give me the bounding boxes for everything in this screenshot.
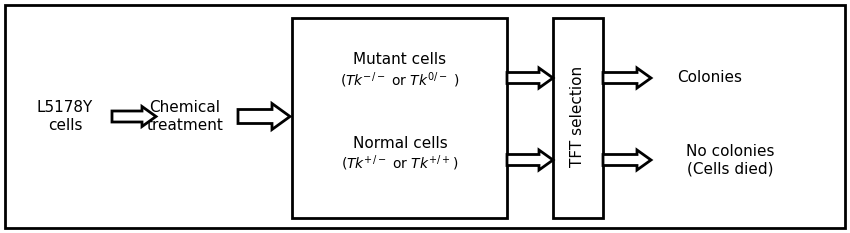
FancyArrow shape [507,150,553,170]
Text: No colonies
(Cells died): No colonies (Cells died) [686,144,774,176]
Text: Chemical
treatment: Chemical treatment [146,100,224,133]
Bar [292,18,507,218]
FancyArrow shape [238,103,290,130]
Text: Colonies: Colonies [677,71,743,86]
Text: Mutant cells: Mutant cells [354,52,446,68]
FancyArrow shape [603,68,651,88]
Text: Normal cells: Normal cells [353,136,447,151]
Text: TFT selection: TFT selection [570,66,586,167]
FancyArrow shape [112,106,156,127]
Text: L5178Y
cells: L5178Y cells [37,100,94,133]
Text: ($\mathit{Tk}^{+/-}$ or $\mathit{Tk}^{+/+}$): ($\mathit{Tk}^{+/-}$ or $\mathit{Tk}^{+/… [342,153,459,173]
Text: ($\mathit{Tk}^{-/-}$ or $\mathit{Tk}^{0/-}$ ): ($\mathit{Tk}^{-/-}$ or $\mathit{Tk}^{0/… [340,70,460,90]
FancyArrow shape [507,68,553,88]
Bar [553,18,603,218]
FancyArrow shape [603,150,651,170]
